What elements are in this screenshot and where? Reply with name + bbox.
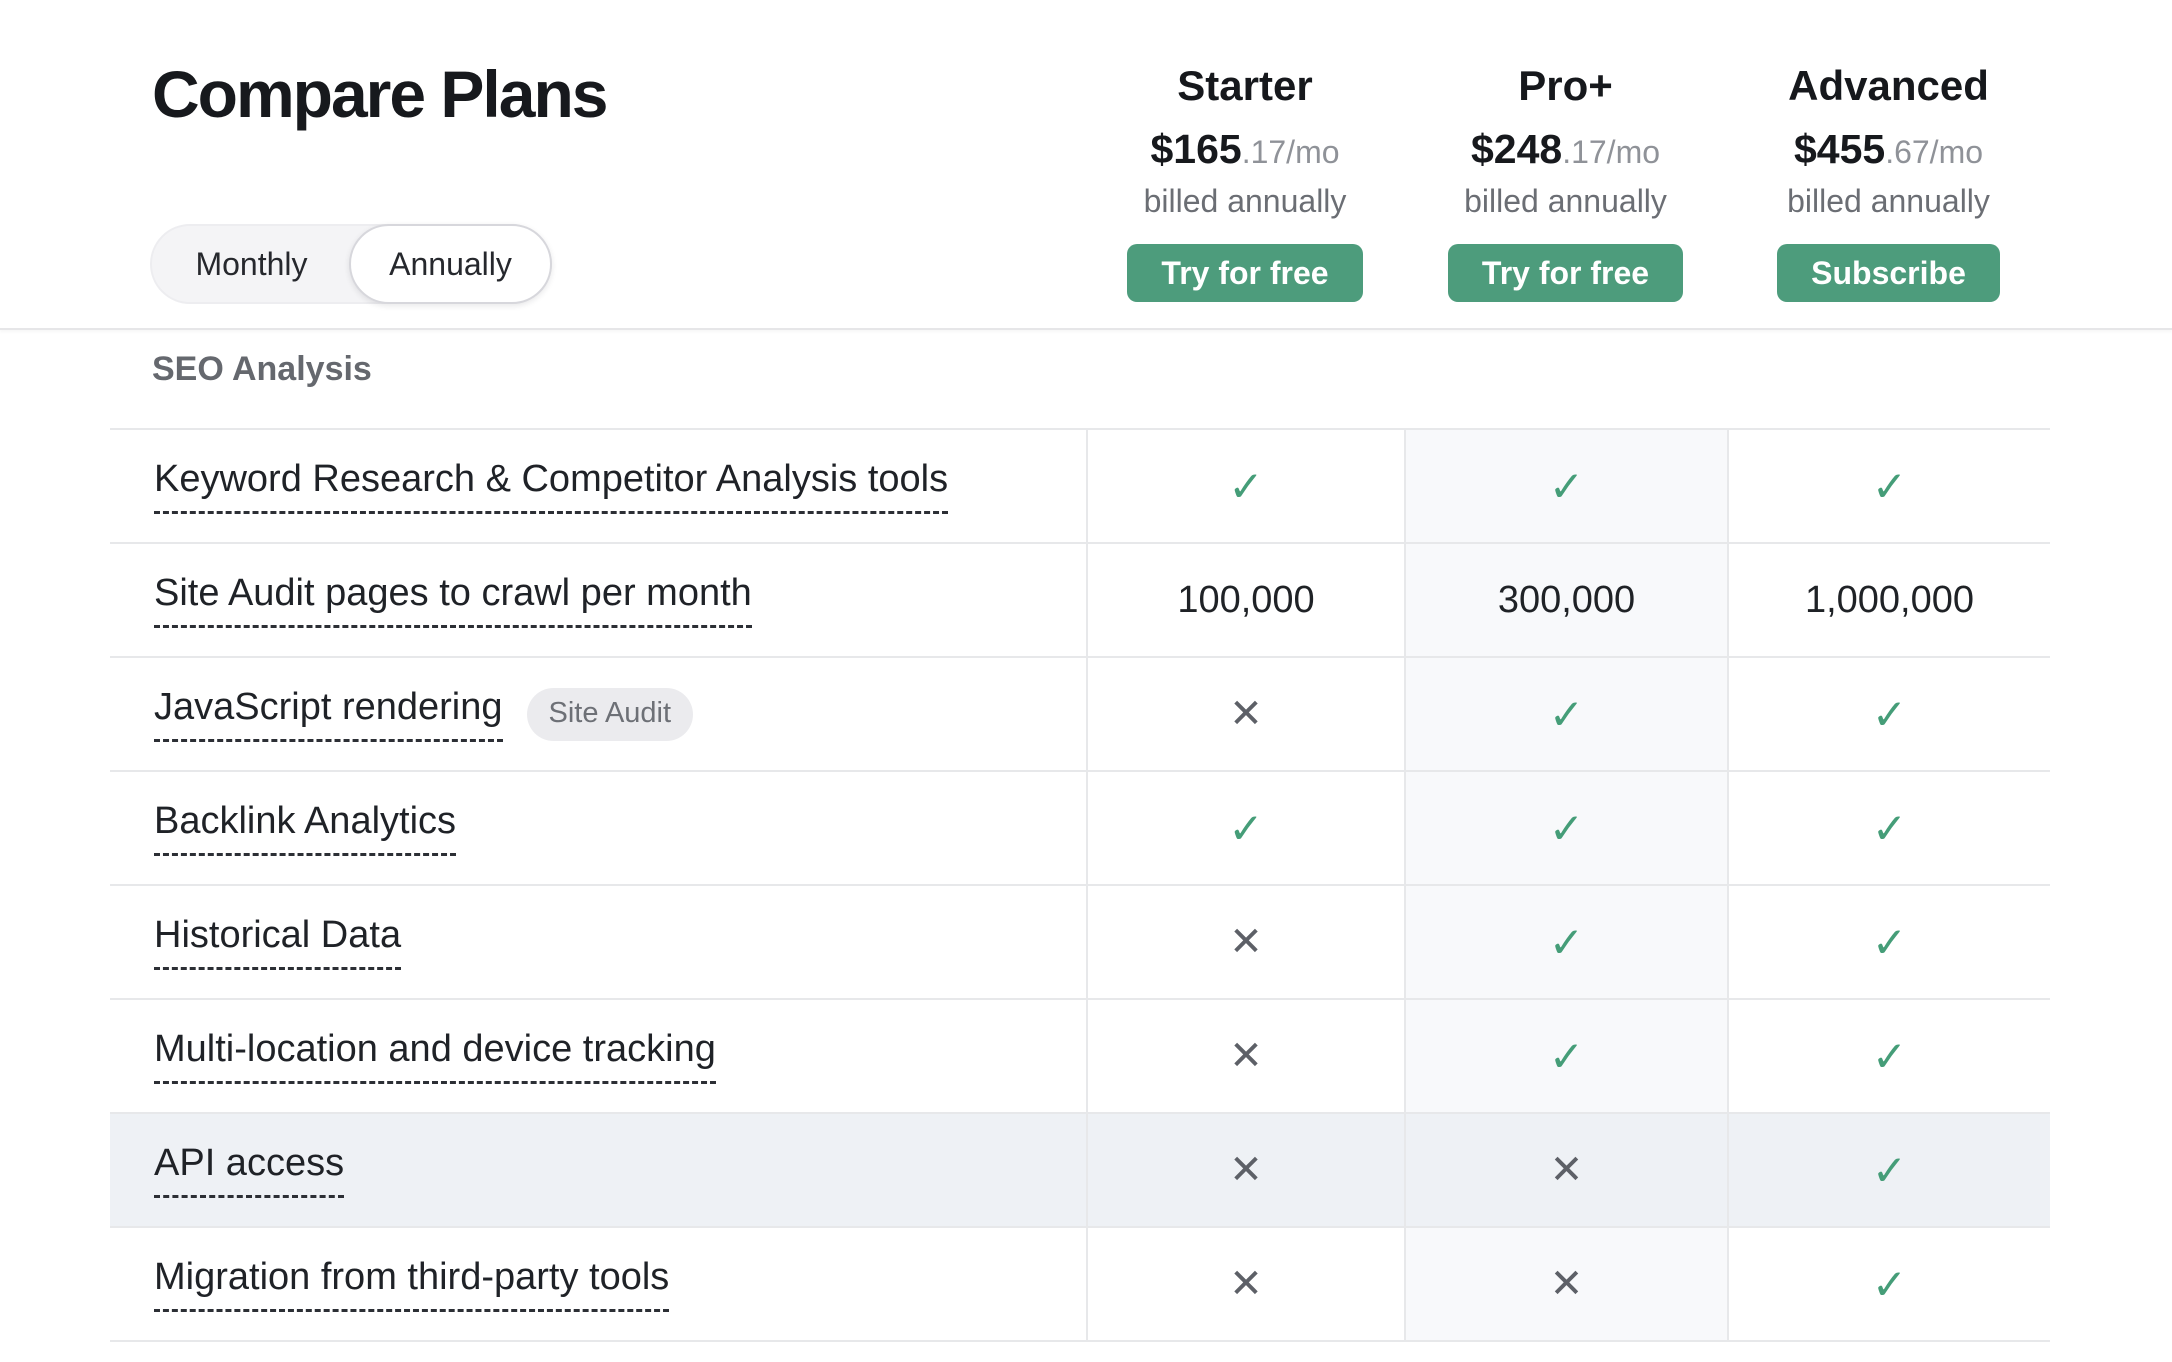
plan-header-starter: Starter $165.17/mo billed annually Try f… <box>1086 0 1404 302</box>
feature-label[interactable]: Migration from third-party tools <box>154 1256 670 1312</box>
value-text: 1,000,000 <box>1727 544 2050 656</box>
check-icon: ✓ <box>1404 1000 1727 1112</box>
try-for-free-button-pro-plus[interactable]: Try for free <box>1447 244 1684 302</box>
table-row: Backlink Analytics ✓ ✓ ✓ <box>110 772 2050 886</box>
plan-price-frac: .67/mo <box>1885 134 1984 170</box>
table-row: JavaScript rendering Site Audit ✕ ✓ ✓ <box>110 658 2050 772</box>
plan-header-advanced: Advanced $455.67/mo billed annually Subs… <box>1727 0 2050 302</box>
cross-icon: ✕ <box>1086 886 1404 998</box>
toggle-option-annually[interactable]: Annually <box>349 224 552 304</box>
feature-label-cell: Historical Data <box>110 886 1086 998</box>
plan-price: $248.17/mo <box>1404 126 1727 173</box>
feature-label-cell: Keyword Research & Competitor Analysis t… <box>110 430 1086 542</box>
check-icon: ✓ <box>1086 772 1404 884</box>
check-icon: ✓ <box>1086 430 1404 542</box>
table-row: Keyword Research & Competitor Analysis t… <box>110 430 2050 544</box>
check-icon: ✓ <box>1727 886 2050 998</box>
feature-label-cell: Backlink Analytics <box>110 772 1086 884</box>
plan-name: Pro+ <box>1518 62 1613 109</box>
cross-icon: ✕ <box>1404 1114 1727 1226</box>
plan-price-frac: .17/mo <box>1562 134 1661 170</box>
feature-label-cell: JavaScript rendering Site Audit <box>110 658 1086 770</box>
check-icon: ✓ <box>1404 430 1727 542</box>
feature-label[interactable]: Multi-location and device tracking <box>154 1028 716 1084</box>
check-icon: ✓ <box>1727 1000 2050 1112</box>
check-icon: ✓ <box>1727 430 2050 542</box>
table-row: Migration from third-party tools ✕ ✕ ✓ <box>110 1228 2050 1342</box>
plan-billing-note: billed annually <box>1787 183 1990 219</box>
table-row: Multi-location and device tracking ✕ ✓ ✓ <box>110 1000 2050 1114</box>
table-row: Historical Data ✕ ✓ ✓ <box>110 886 2050 1000</box>
cross-icon: ✕ <box>1086 658 1404 770</box>
features-table: Keyword Research & Competitor Analysis t… <box>110 428 2050 1342</box>
plan-price: $165.17/mo <box>1086 126 1404 173</box>
plan-price-main: $455 <box>1793 126 1886 172</box>
plan-price-main: $248 <box>1470 126 1563 172</box>
check-icon: ✓ <box>1727 1114 2050 1226</box>
check-icon: ✓ <box>1404 658 1727 770</box>
check-icon: ✓ <box>1404 886 1727 998</box>
plan-name: Advanced <box>1788 62 1989 109</box>
feature-label-cell: Multi-location and device tracking <box>110 1000 1086 1112</box>
feature-label[interactable]: API access <box>154 1142 345 1198</box>
plan-billing-note: billed annually <box>1143 183 1347 219</box>
table-row-api-access: API access ✕ ✕ ✓ <box>110 1114 2050 1228</box>
plan-price-main: $165 <box>1150 126 1242 172</box>
feature-label-cell: Migration from third-party tools <box>110 1228 1086 1340</box>
value-text: 100,000 <box>1086 544 1404 656</box>
page-header: Compare Plans Monthly Annually Starter $… <box>0 0 2172 330</box>
cross-icon: ✕ <box>1404 1228 1727 1340</box>
toggle-option-monthly[interactable]: Monthly <box>195 245 308 282</box>
site-audit-badge: Site Audit <box>526 687 694 741</box>
plan-price: $455.67/mo <box>1727 126 2050 173</box>
page-title: Compare Plans <box>152 57 608 131</box>
feature-label[interactable]: Historical Data <box>154 914 402 970</box>
subscribe-button-advanced[interactable]: Subscribe <box>1777 244 2000 302</box>
section-title-seo-analysis: SEO Analysis <box>152 350 372 388</box>
cross-icon: ✕ <box>1086 1228 1404 1340</box>
feature-label[interactable]: JavaScript rendering <box>154 686 503 742</box>
feature-label-cell: Site Audit pages to crawl per month <box>110 544 1086 656</box>
feature-label[interactable]: Backlink Analytics <box>154 800 457 856</box>
value-text: 300,000 <box>1404 544 1727 656</box>
cross-icon: ✕ <box>1086 1000 1404 1112</box>
check-icon: ✓ <box>1727 772 2050 884</box>
plan-price-frac: .17/mo <box>1241 134 1340 170</box>
try-for-free-button-starter[interactable]: Try for free <box>1127 244 1363 302</box>
table-row: Site Audit pages to crawl per month 100,… <box>110 544 2050 658</box>
check-icon: ✓ <box>1727 658 2050 770</box>
feature-label-cell: API access <box>110 1114 1086 1226</box>
cross-icon: ✕ <box>1086 1114 1404 1226</box>
plan-header-pro-plus: Pro+ $248.17/mo billed annually Try for … <box>1404 0 1727 302</box>
plan-name: Starter <box>1177 62 1313 109</box>
billing-period-toggle[interactable]: Monthly Annually <box>150 224 552 304</box>
check-icon: ✓ <box>1727 1228 2050 1340</box>
plan-billing-note: billed annually <box>1464 183 1667 219</box>
feature-label[interactable]: Site Audit pages to crawl per month <box>154 572 752 628</box>
check-icon: ✓ <box>1404 772 1727 884</box>
feature-label[interactable]: Keyword Research & Competitor Analysis t… <box>154 458 949 514</box>
